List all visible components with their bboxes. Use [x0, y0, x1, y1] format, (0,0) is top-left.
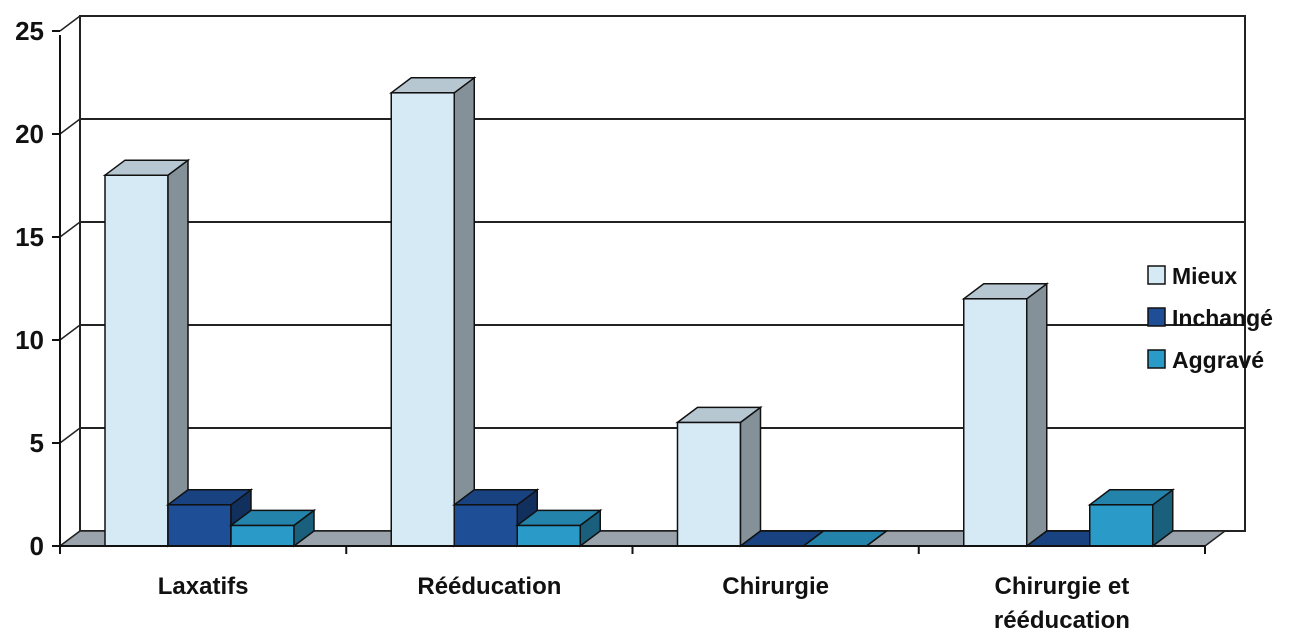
legend-label: Aggravé: [1172, 347, 1264, 373]
y-tick-label: 0: [30, 531, 44, 561]
gridlines: [59, 15, 1245, 547]
bar-top: [389, 77, 477, 94]
legend-item: Mieux: [1147, 263, 1237, 289]
y-tick-label: 25: [15, 16, 44, 46]
bar-side: [1026, 282, 1048, 548]
gridline-depth: [59, 324, 81, 341]
bar: [389, 76, 477, 548]
bar-top: [102, 159, 191, 176]
legend-item: Inchangé: [1147, 305, 1273, 331]
bar: [675, 405, 763, 548]
y-tick-label: 20: [15, 119, 44, 149]
bar-top: [961, 283, 1049, 300]
bar-top: [452, 489, 540, 506]
x-tick-label: Chirurgie et rééducation: [994, 573, 1130, 634]
y-tick-label: 10: [15, 325, 44, 355]
legend-label: Inchangé: [1172, 305, 1273, 331]
legend-label: Mieux: [1172, 263, 1237, 289]
bar-top: [228, 509, 317, 527]
bar-side: [453, 76, 475, 548]
bar: [515, 508, 603, 548]
bar-front: [167, 504, 232, 547]
bar-front: [104, 174, 169, 547]
gridline-depth: [59, 118, 81, 135]
gridline-depth: [59, 427, 81, 444]
bar-top: [1087, 489, 1175, 506]
bar: [961, 282, 1049, 548]
bar-front: [676, 421, 742, 547]
back-wall-frame: [79, 15, 1246, 532]
bar-top: [675, 406, 763, 424]
bar-front: [230, 524, 295, 547]
bars: [102, 76, 1175, 548]
bar: [102, 158, 191, 548]
legend: Mieux Inchangé Aggravé: [1147, 263, 1273, 373]
legend-item: Aggravé: [1147, 347, 1264, 373]
chart-back-wall: [79, 15, 1246, 532]
bar: [228, 508, 317, 548]
bar-top: [165, 489, 254, 506]
bar-front: [453, 504, 518, 547]
x-tick-label: Chirurgie: [722, 573, 829, 600]
bar-side: [167, 158, 189, 548]
bar-front: [1089, 504, 1154, 547]
bar-front: [516, 524, 581, 547]
bar: [1087, 488, 1175, 548]
legend-swatch: [1147, 265, 1166, 285]
y-tick-label: 15: [15, 222, 44, 252]
bar-side: [739, 405, 762, 548]
gridline-depth: [59, 221, 81, 238]
legend-swatch: [1147, 307, 1166, 327]
y-axis: 0 5 10 15 20 25: [15, 16, 61, 561]
x-axis: Laxatifs Rééducation Chirurgie Chirurgie et…: [59, 545, 1206, 634]
bar-top: [515, 509, 603, 527]
gridline-depth: [59, 15, 81, 32]
bar-front: [390, 92, 455, 547]
x-tick-label: Laxatifs: [158, 573, 249, 600]
x-tick-label: Rééducation: [417, 573, 561, 600]
legend-swatch: [1147, 349, 1166, 369]
bar-front: [963, 298, 1028, 547]
y-tick-label: 5: [30, 428, 44, 458]
